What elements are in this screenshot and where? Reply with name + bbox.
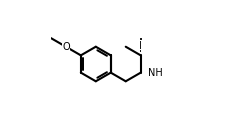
Text: NH: NH <box>148 68 163 78</box>
Text: O: O <box>62 42 69 52</box>
